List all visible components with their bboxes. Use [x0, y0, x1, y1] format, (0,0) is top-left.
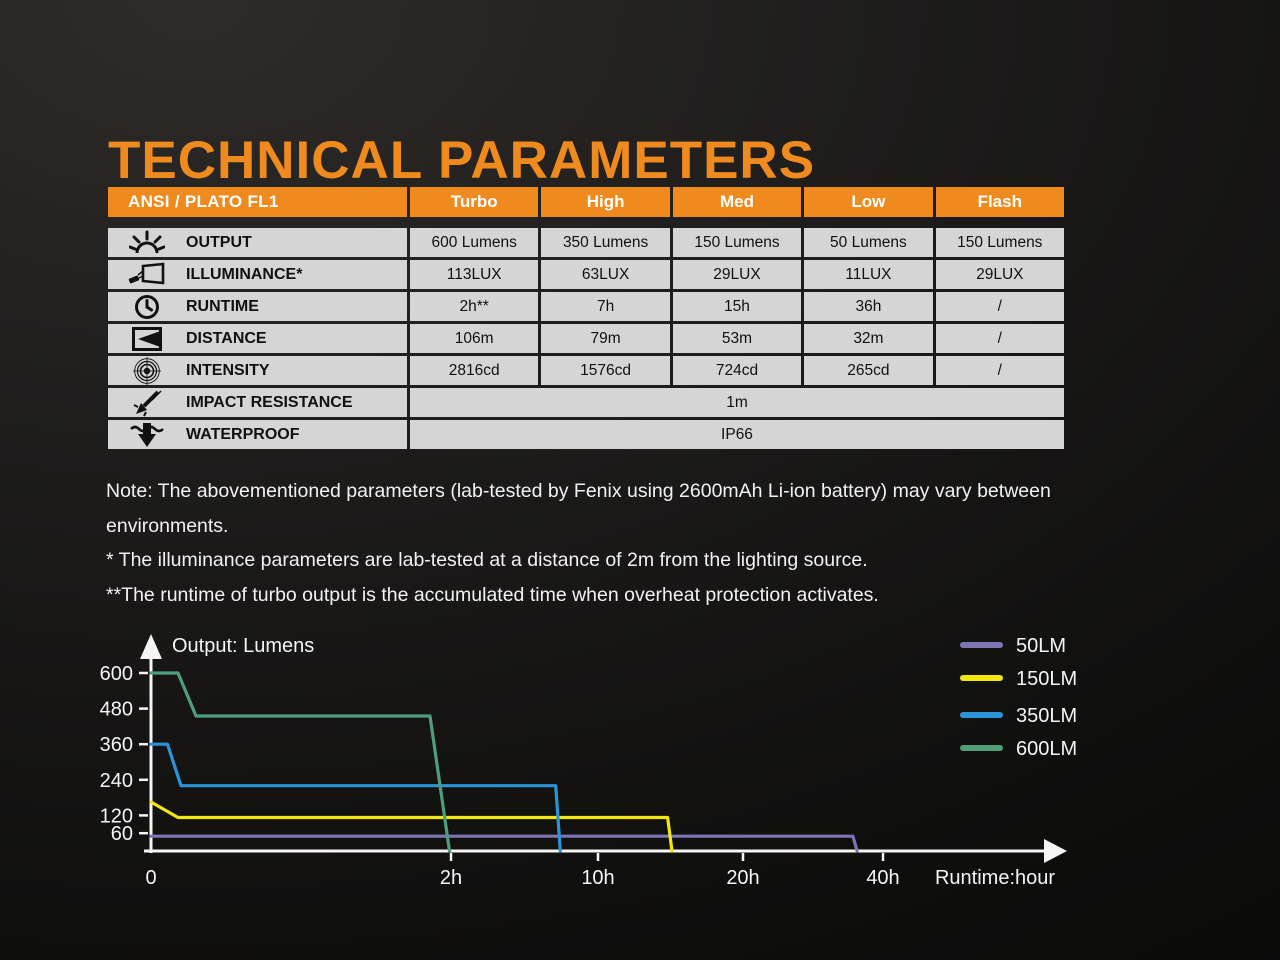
row-label: IMPACT RESISTANCE	[186, 393, 353, 411]
y-tick-label: 360	[100, 734, 133, 756]
row-label: INTENSITY	[186, 361, 270, 379]
table-cell: 53m	[672, 324, 802, 353]
table-cell: 63LUX	[541, 260, 670, 289]
page-title: TECHNICAL PARAMETERS	[108, 130, 816, 190]
spec-table: ANSI / PLATO FL1 Turbo High Med Low Flas…	[108, 187, 1064, 449]
table-cell: 350 Lumens	[541, 228, 670, 257]
x-axis-arrow	[1044, 839, 1067, 863]
y-axis-title: Output: Lumens	[172, 635, 314, 657]
table-row-illuminance: ILLUMINANCE* 113LUX 63LUX 29LUX 11LUX 29…	[108, 260, 1064, 289]
table-cell: 150 Lumens	[672, 228, 802, 257]
y-tick-label: 240	[100, 770, 133, 792]
table-header-mode-med: Med	[672, 187, 802, 217]
table-cell: 15h	[672, 292, 802, 321]
table-row-waterproof: WATERPROOF IP66	[108, 420, 1064, 449]
table-cell: 265cd	[804, 356, 933, 385]
table-header-mode-flash: Flash	[935, 187, 1064, 217]
table-row-runtime: RUNTIME 2h** 7h 15h 36h /	[108, 292, 1064, 321]
series-line-150LM	[149, 800, 674, 853]
table-header-mode-turbo: Turbo	[410, 187, 539, 217]
distance-beam-icon	[108, 326, 186, 351]
impact-resistance-icon	[108, 389, 186, 417]
table-cell: 11LUX	[804, 260, 933, 289]
y-tick-label: 480	[100, 699, 133, 721]
table-cell: 724cd	[672, 356, 802, 385]
waterproof-icon	[108, 421, 186, 449]
table-cell: 7h	[541, 292, 670, 321]
table-cell: 2h**	[410, 292, 539, 321]
y-tick-label: 120	[100, 805, 133, 827]
table-row-distance: DISTANCE 106m 79m 53m 32m /	[108, 324, 1064, 353]
row-label: WATERPROOF	[186, 425, 300, 443]
table-cell: 29LUX	[935, 260, 1064, 289]
series-line-50LM	[149, 834, 859, 853]
table-cell: 50 Lumens	[804, 228, 933, 257]
runtime-clock-icon	[108, 294, 186, 320]
series-line-350LM	[149, 742, 562, 853]
table-cell: /	[935, 324, 1064, 353]
note-line: Note: The abovementioned parameters (lab…	[106, 480, 1051, 537]
table-cell: 1576cd	[541, 356, 670, 385]
table-cell: 36h	[804, 292, 933, 321]
table-cell-span: IP66	[410, 420, 1064, 449]
table-cell: /	[935, 292, 1064, 321]
table-header-mode-low: Low	[804, 187, 933, 217]
x-tick-label: 10h	[581, 867, 614, 889]
legend-label-600LM: 600LM	[1016, 738, 1077, 760]
table-cell: 113LUX	[410, 260, 539, 289]
table-cell: /	[935, 356, 1064, 385]
row-label: OUTPUT	[186, 233, 252, 251]
table-row-impact-resistance: IMPACT RESISTANCE 1m	[108, 388, 1064, 417]
legend-label-50LM: 50LM	[1016, 635, 1066, 657]
table-cell: 600 Lumens	[410, 228, 539, 257]
x-tick-label: 20h	[726, 867, 759, 889]
y-axis-arrow	[140, 634, 162, 659]
y-tick-label: 60	[111, 823, 133, 845]
table-cell: 106m	[410, 324, 539, 353]
legend-label-150LM: 150LM	[1016, 668, 1077, 690]
output-sun-icon	[108, 230, 186, 256]
x-tick-label: 0	[145, 867, 156, 889]
table-cell: 79m	[541, 324, 670, 353]
row-label: DISTANCE	[186, 329, 267, 347]
series-line-600LM	[149, 671, 452, 853]
table-cell: 32m	[804, 324, 933, 353]
x-tick-label: 2h	[440, 867, 462, 889]
illuminance-icon	[108, 262, 186, 288]
table-header-row: ANSI / PLATO FL1 Turbo High Med Low Flas…	[108, 187, 1064, 217]
table-cell: 29LUX	[672, 260, 802, 289]
table-row-intensity: INTENSITY 2816cd 1576cd 724cd 265cd /	[108, 356, 1064, 385]
row-label: ILLUMINANCE*	[186, 265, 303, 283]
row-label: RUNTIME	[186, 297, 259, 315]
table-cell: 150 Lumens	[935, 228, 1064, 257]
x-axis-title: Runtime:hour	[935, 867, 1055, 889]
y-tick-label: 600	[100, 663, 133, 685]
footnote-illuminance: * The illuminance parameters are lab-tes…	[106, 549, 868, 571]
intensity-target-icon	[108, 356, 186, 385]
x-tick-label: 40h	[866, 867, 899, 889]
table-header-mode-high: High	[541, 187, 670, 217]
notes-block: Note: The abovementioned parameters (lab…	[106, 474, 1058, 612]
table-header-standard: ANSI / PLATO FL1	[108, 187, 407, 217]
table-row-output: OUTPUT 600 Lumens 350 Lumens 150 Lumens …	[108, 228, 1064, 257]
table-cell: 2816cd	[410, 356, 539, 385]
legend-label-350LM: 350LM	[1016, 705, 1077, 727]
footnote-runtime: **The runtime of turbo output is the acc…	[106, 583, 879, 606]
table-cell-span: 1m	[410, 388, 1064, 417]
